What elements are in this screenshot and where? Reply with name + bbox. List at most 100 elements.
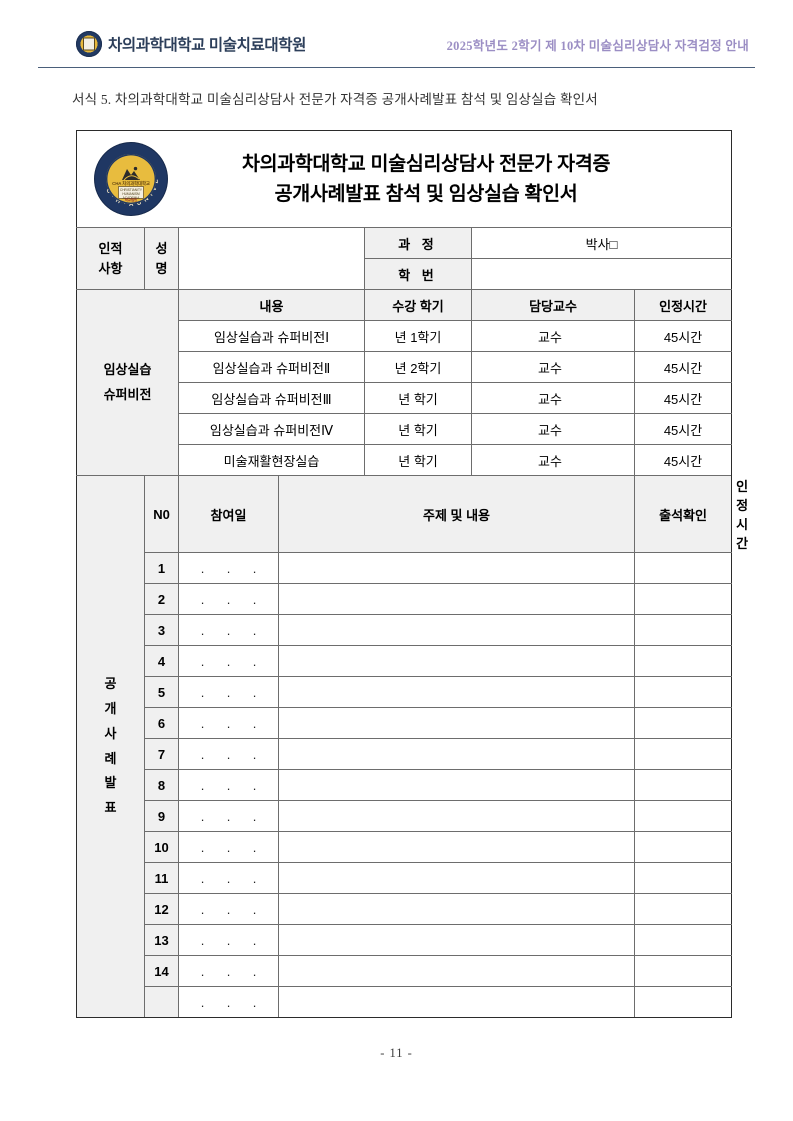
- case-row-attendance[interactable]: [633, 676, 733, 708]
- case-presentation-row: 7 ...: [77, 738, 733, 770]
- case-presentation-row: 8 ...: [77, 769, 733, 801]
- practicum-label: 임상실습 슈퍼비전: [76, 289, 179, 476]
- header-brand: 차의과학대학교 미술치료대학원: [38, 31, 306, 57]
- case-row-date[interactable]: ...: [178, 924, 279, 956]
- case-row-attendance[interactable]: [633, 614, 733, 646]
- personal-info-label-char-0: 인적: [98, 241, 123, 256]
- case-row-date[interactable]: ...: [178, 738, 279, 770]
- practicum-professor[interactable]: 교수: [471, 444, 635, 476]
- case-label-char-2: 사: [104, 725, 117, 741]
- case-presentation-row: 12 ...: [77, 893, 733, 925]
- case-col-attendance: 출석확인: [633, 475, 733, 553]
- case-row-date[interactable]: ...: [178, 955, 279, 987]
- case-label-char-5: 표: [104, 799, 117, 815]
- case-row-topic[interactable]: [278, 924, 635, 956]
- case-presentation-row: 11 ...: [77, 862, 733, 894]
- name-label: 성 명: [144, 227, 179, 290]
- case-presentation-row: 14 ...: [77, 955, 733, 987]
- case-row-attendance[interactable]: [633, 769, 733, 801]
- cha-university-seal-icon: [76, 31, 102, 57]
- case-row-date[interactable]: ...: [178, 800, 279, 832]
- case-row-topic[interactable]: [278, 676, 635, 708]
- case-row-topic[interactable]: [278, 955, 635, 987]
- case-presentation-label: 공 개 사 례 발 표: [76, 475, 145, 1018]
- case-row-no: 5: [144, 676, 179, 708]
- case-row-attendance[interactable]: [633, 924, 733, 956]
- case-row-no: 1: [144, 552, 179, 584]
- practicum-content: 미술재활현장실습: [178, 444, 365, 476]
- case-row-date[interactable]: ...: [178, 986, 279, 1018]
- practicum-row: 임상실습과 슈퍼비전Ⅳ 년 학기 교수 45시간: [77, 413, 733, 445]
- practicum-hours: 45시간: [633, 444, 733, 476]
- case-row-topic[interactable]: [278, 862, 635, 894]
- practicum-content: 임상실습과 슈퍼비전Ⅰ: [178, 320, 365, 352]
- practicum-col-hours: 인정시간: [633, 289, 733, 321]
- case-row-attendance[interactable]: [633, 552, 733, 584]
- case-row-date[interactable]: ...: [178, 769, 279, 801]
- case-row-no: 8: [144, 769, 179, 801]
- case-row-attendance[interactable]: [633, 955, 733, 987]
- seal-plate-text: CHRISTIANITY HUMANISM ACADEMIA: [118, 186, 144, 200]
- case-presentation-row: 4 ...: [77, 645, 733, 677]
- practicum-semester[interactable]: 년 학기: [364, 444, 472, 476]
- case-row-no: 13: [144, 924, 179, 956]
- case-row-date[interactable]: ...: [178, 614, 279, 646]
- case-row-attendance[interactable]: [633, 800, 733, 832]
- practicum-semester[interactable]: 년 1학기: [364, 320, 472, 352]
- case-row-topic[interactable]: [278, 645, 635, 677]
- name-value-field[interactable]: [178, 227, 365, 290]
- practicum-hours: 45시간: [633, 320, 733, 352]
- practicum-content: 임상실습과 슈퍼비전Ⅲ: [178, 382, 365, 414]
- case-row-topic[interactable]: [278, 831, 635, 863]
- case-row-date[interactable]: ...: [178, 645, 279, 677]
- case-presentation-header-row: 공 개 사 례 발 표 N0 참여일 주제 및 내용 출석확인 인정시간: [76, 475, 748, 1018]
- case-row-date[interactable]: ...: [178, 862, 279, 894]
- practicum-professor[interactable]: 교수: [471, 413, 635, 445]
- case-row-date[interactable]: ...: [178, 707, 279, 739]
- case-row-attendance[interactable]: [633, 707, 733, 739]
- practicum-semester[interactable]: 년 학기: [364, 382, 472, 414]
- case-row-topic[interactable]: [278, 769, 635, 801]
- case-row-topic[interactable]: [278, 800, 635, 832]
- header-university-name: 차의과학대학교 미술치료대학원: [108, 37, 306, 54]
- case-row-attendance[interactable]: [633, 893, 733, 925]
- student-id-label: 학 번: [364, 258, 472, 290]
- document-caption: 서식 5. 차의과학대학교 미술심리상담사 전문가 자격증 공개사례발표 참석 …: [72, 92, 598, 107]
- seal-bottom-mark: 학교법인: [124, 197, 138, 202]
- header-notice-text: 2025학년도 2학기 제 10차 미술심리상담사 자격검정 안내: [446, 38, 749, 53]
- case-row-attendance[interactable]: [633, 831, 733, 863]
- case-presentation-row: 2 ...: [77, 583, 733, 615]
- case-row-topic[interactable]: [278, 583, 635, 615]
- case-row-attendance[interactable]: [633, 645, 733, 677]
- case-row-date[interactable]: ...: [178, 831, 279, 863]
- case-row-date[interactable]: ...: [178, 893, 279, 925]
- case-row-no: 4: [144, 645, 179, 677]
- case-row-attendance[interactable]: [633, 583, 733, 615]
- case-row-attendance[interactable]: [633, 986, 733, 1018]
- header-divider: [38, 67, 755, 68]
- student-id-value-field[interactable]: [470, 258, 733, 290]
- practicum-hours: 45시간: [633, 382, 733, 414]
- practicum-semester[interactable]: 년 학기: [364, 413, 472, 445]
- case-presentation-row: 9 ...: [77, 800, 733, 832]
- case-row-topic[interactable]: [278, 893, 635, 925]
- course-value-field[interactable]: 박사□: [470, 227, 733, 259]
- practicum-col-semester: 수강 학기: [364, 289, 472, 321]
- case-row-attendance[interactable]: [633, 738, 733, 770]
- certificate-form: C · H · A U N I V E R S I T Y CHA 차의과학대학…: [75, 130, 748, 1018]
- case-row-topic[interactable]: [278, 986, 635, 1018]
- case-row-date[interactable]: ...: [178, 583, 279, 615]
- case-row-attendance[interactable]: [633, 862, 733, 894]
- case-row-date[interactable]: ...: [178, 552, 279, 584]
- personal-info-label: 인적 사항: [76, 227, 145, 290]
- case-row-topic[interactable]: [278, 614, 635, 646]
- practicum-professor[interactable]: 교수: [471, 320, 635, 352]
- case-row-topic[interactable]: [278, 707, 635, 739]
- practicum-professor[interactable]: 교수: [471, 382, 635, 414]
- case-row-date[interactable]: ...: [178, 676, 279, 708]
- case-row-topic[interactable]: [278, 738, 635, 770]
- practicum-professor[interactable]: 교수: [471, 351, 635, 383]
- personal-info-row-course: 인적 사항 성 명 과 정 박사□: [76, 227, 733, 290]
- case-row-topic[interactable]: [278, 552, 635, 584]
- practicum-semester[interactable]: 년 2학기: [364, 351, 472, 383]
